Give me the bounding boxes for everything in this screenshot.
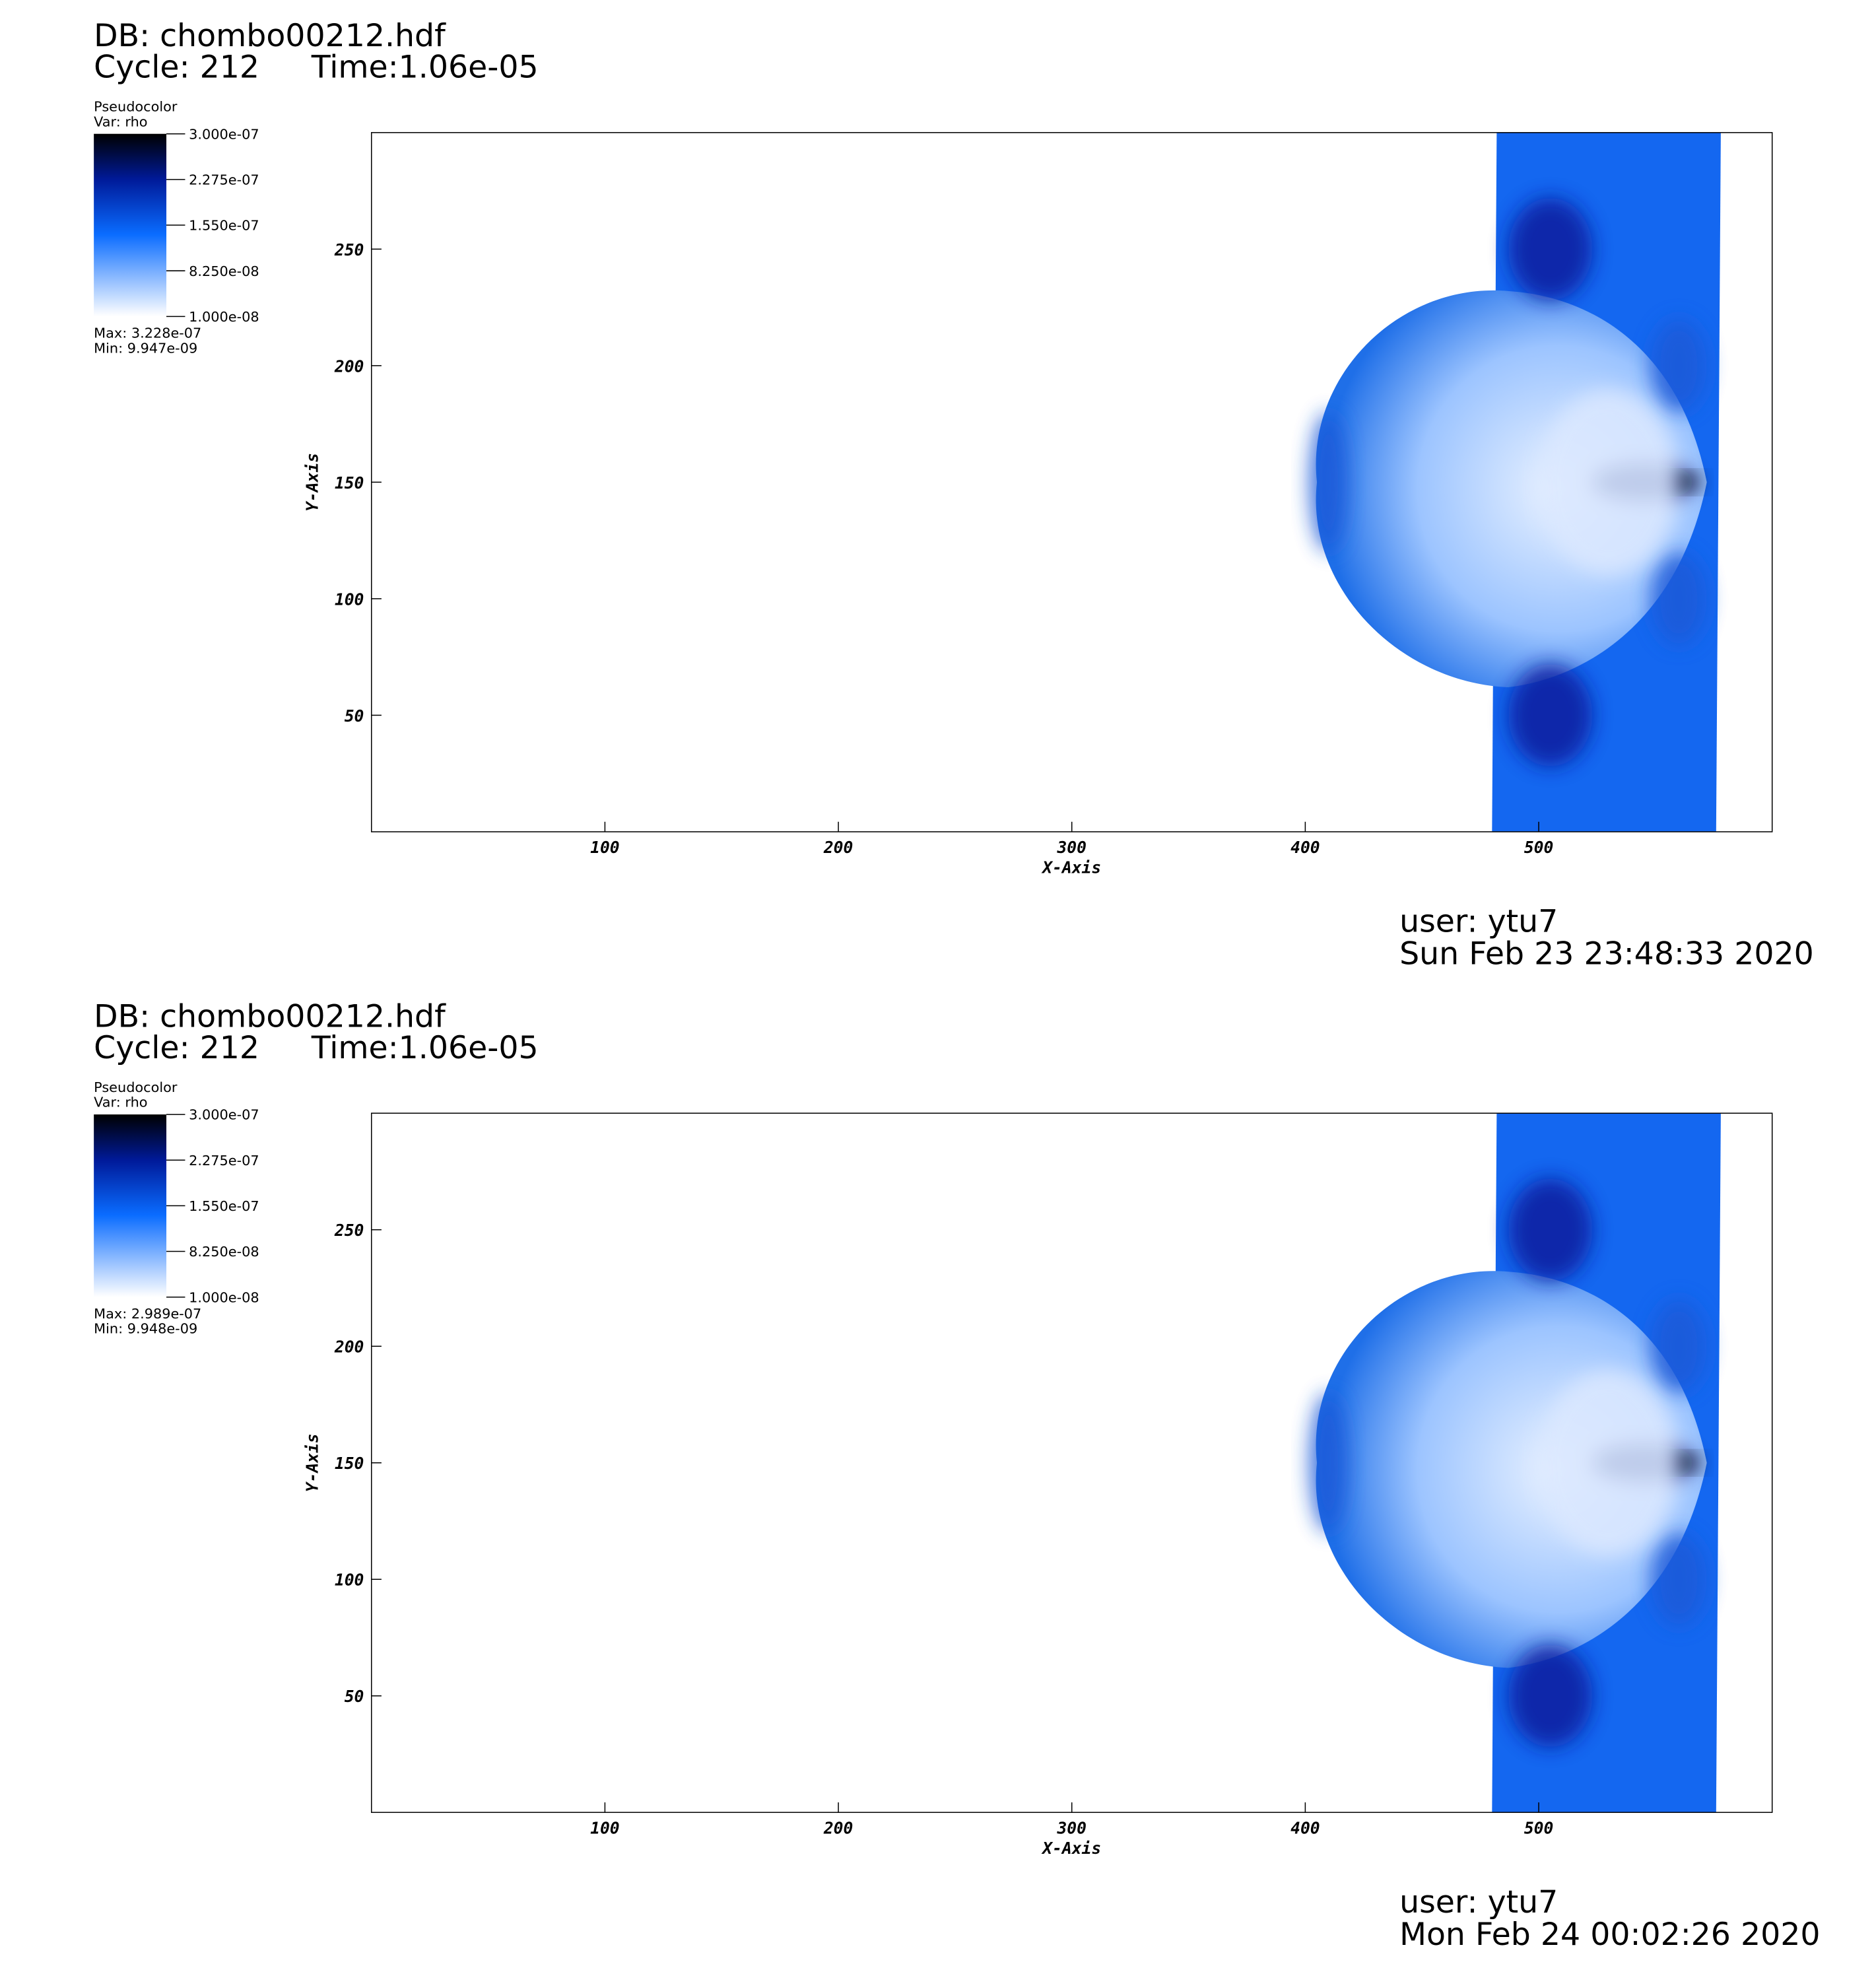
colorbar-tick-label: 1.000e-08 xyxy=(189,1289,259,1305)
density-field xyxy=(1310,132,1721,832)
x-tick-label: 400 xyxy=(1290,1818,1320,1837)
x-tick-label: 300 xyxy=(1056,1818,1086,1837)
density-feature xyxy=(1650,319,1707,413)
y-tick-label: 100 xyxy=(335,1571,364,1590)
y-tick-label: 50 xyxy=(345,1687,364,1706)
density-feature xyxy=(1310,412,1348,553)
x-axis-label: X-Axis xyxy=(1041,1839,1101,1858)
density-field xyxy=(1310,1113,1721,1813)
y-tick-label: 200 xyxy=(334,357,364,376)
time-label: Time:1.06e-05 xyxy=(311,1030,539,1066)
date-label: Sun Feb 23 23:48:33 2020 xyxy=(1399,936,1814,972)
y-tick-label: 250 xyxy=(334,240,364,259)
x-tick-label: 100 xyxy=(590,1818,619,1837)
db-label: DB: chombo00212.hdf xyxy=(94,18,446,54)
density-feature xyxy=(1671,475,1700,489)
db-label: DB: chombo00212.hdf xyxy=(94,998,446,1035)
x-tick-label: 300 xyxy=(1056,838,1086,857)
y-tick-label: 200 xyxy=(334,1338,364,1357)
x-tick-label: 100 xyxy=(590,838,619,857)
x-tick-label: 500 xyxy=(1524,1818,1553,1837)
legend-variable: Var: rho xyxy=(94,114,147,129)
density-feature xyxy=(1539,1369,1679,1556)
colorbar-tick-label: 2.275e-07 xyxy=(189,172,259,187)
time-label: Time:1.06e-05 xyxy=(311,49,539,85)
colorbar-tick-label: 1.000e-08 xyxy=(189,309,259,325)
y-tick-label: 150 xyxy=(335,1454,364,1473)
colorbar xyxy=(94,1114,167,1297)
colorbar-tick-label: 3.000e-07 xyxy=(189,126,259,142)
colorbar-tick-label: 8.250e-08 xyxy=(189,1244,259,1260)
density-feature xyxy=(1650,1532,1707,1626)
user-label: user: ytu7 xyxy=(1399,1884,1558,1920)
min-label: Min: 9.948e-09 xyxy=(94,1321,197,1337)
y-axis-label: Y-Axis xyxy=(302,1433,321,1492)
min-label: Min: 9.947e-09 xyxy=(94,340,197,356)
cycle-label: Cycle: 212 xyxy=(94,49,259,85)
x-axis-label: X-Axis xyxy=(1041,858,1101,877)
density-feature xyxy=(1310,1392,1348,1533)
y-tick-label: 250 xyxy=(334,1221,364,1240)
x-tick-label: 400 xyxy=(1290,838,1320,857)
x-tick-label: 500 xyxy=(1524,838,1553,857)
x-tick-label: 200 xyxy=(823,838,853,857)
colorbar-tick-label: 1.550e-07 xyxy=(189,218,259,234)
density-feature xyxy=(1650,552,1707,646)
legend-title: Pseudocolor xyxy=(94,1079,178,1095)
cycle-label: Cycle: 212 xyxy=(94,1030,259,1066)
y-tick-label: 100 xyxy=(335,590,364,609)
density-feature xyxy=(1539,389,1679,576)
user-label: user: ytu7 xyxy=(1399,903,1558,939)
colorbar xyxy=(94,133,167,317)
density-feature xyxy=(1650,1299,1707,1393)
colorbar-tick-label: 2.275e-07 xyxy=(189,1153,259,1169)
max-label: Max: 2.989e-07 xyxy=(94,1306,201,1322)
density-feature xyxy=(1508,1645,1593,1748)
density-feature xyxy=(1508,197,1593,301)
y-tick-label: 50 xyxy=(345,706,364,726)
density-feature xyxy=(1508,663,1593,767)
legend-title: Pseudocolor xyxy=(94,99,178,115)
colorbar-tick-label: 8.250e-08 xyxy=(189,263,259,279)
density-feature xyxy=(1671,1456,1700,1470)
colorbar-tick-label: 3.000e-07 xyxy=(189,1107,259,1123)
y-tick-label: 150 xyxy=(335,473,364,493)
density-feature xyxy=(1508,1178,1593,1281)
y-axis-label: Y-Axis xyxy=(302,453,321,512)
date-label: Mon Feb 24 00:02:26 2020 xyxy=(1399,1917,1820,1953)
max-label: Max: 3.228e-07 xyxy=(94,325,201,341)
legend-variable: Var: rho xyxy=(94,1095,147,1110)
colorbar-tick-label: 1.550e-07 xyxy=(189,1198,259,1214)
x-tick-label: 200 xyxy=(823,1818,853,1837)
